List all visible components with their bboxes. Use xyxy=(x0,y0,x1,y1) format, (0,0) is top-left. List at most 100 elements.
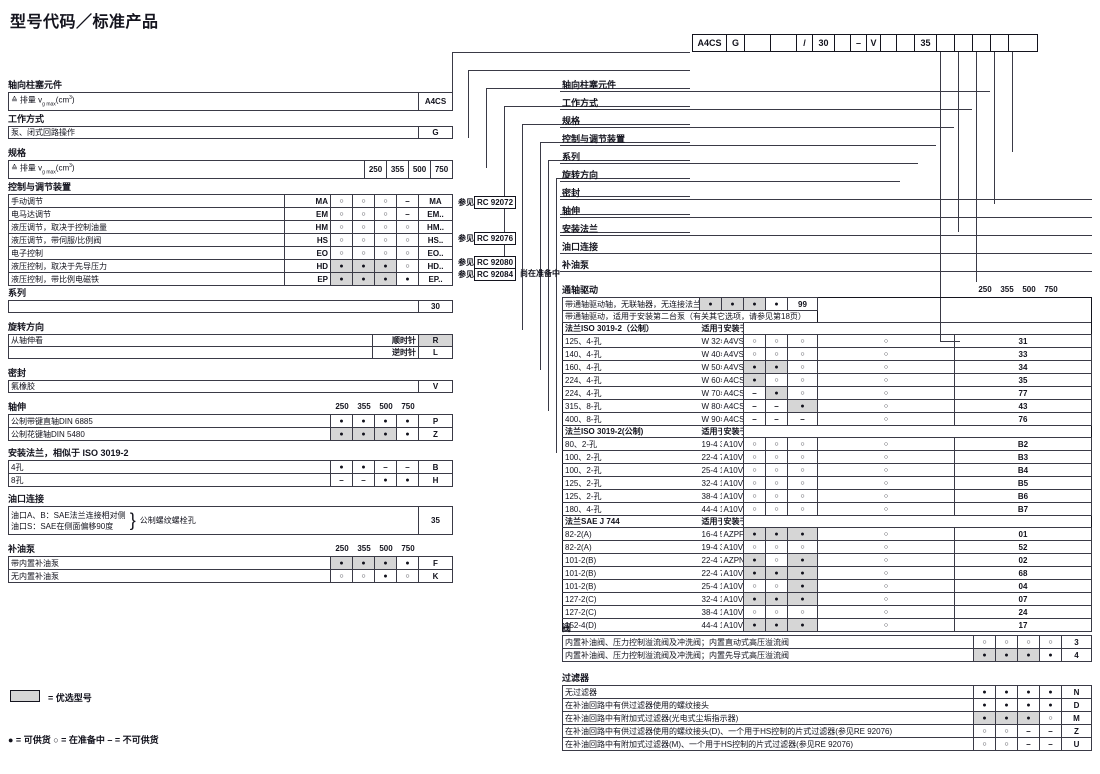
leader-line-16 xyxy=(560,196,690,197)
row-label: 氟橡胶 xyxy=(8,380,419,393)
availability-cell xyxy=(396,460,419,474)
availability-cell xyxy=(765,579,788,593)
mark-cir xyxy=(339,235,343,244)
table-row: 101-2(B)25-4 1英寸 15T(B-B)A10VO 45、PGH4 04 xyxy=(562,579,1092,593)
right-label: 轴向柱塞元件 xyxy=(562,80,617,90)
right-label-rule xyxy=(560,181,900,182)
section-table: 带内置补油泵 F 无内置补油泵 K xyxy=(8,556,453,583)
availability-cell xyxy=(765,334,788,348)
mark-cir xyxy=(800,491,804,500)
mark-dash xyxy=(800,415,804,424)
availability-cell xyxy=(743,566,766,580)
availability-cell xyxy=(765,297,788,311)
section-heading: 规格 xyxy=(8,148,27,158)
size-col-header: 250 xyxy=(335,544,349,553)
leader-line-12 xyxy=(548,160,690,161)
availability-cell xyxy=(787,618,818,632)
availability-cell xyxy=(743,437,766,451)
table-row: 125、4-孔W 32×2×30×14×9gA4VSO/H/G 40 31 xyxy=(562,334,1092,348)
availability-cell xyxy=(374,569,397,583)
row-label: 公制花键轴DIN 5480 xyxy=(8,427,331,441)
header-spacer xyxy=(743,322,1092,335)
availability-cell xyxy=(817,527,955,541)
mark-dot xyxy=(1026,687,1030,696)
availability-cell xyxy=(330,194,353,208)
row-c1: 100、2-孔 xyxy=(562,463,700,477)
mark-dash xyxy=(752,415,756,424)
mark-cir xyxy=(774,607,778,616)
mark-cir xyxy=(884,349,888,358)
mark-dot xyxy=(1048,687,1052,696)
mark-cir xyxy=(774,375,778,384)
leader-line-3 xyxy=(468,70,469,137)
mark-cir xyxy=(752,478,756,487)
row-c2: 25-4 1英寸 15T(B-B) xyxy=(699,463,722,477)
code-cell: 24 xyxy=(954,605,1092,619)
code-cell: D xyxy=(1061,698,1092,712)
code-cell: F xyxy=(418,556,453,570)
row-label: 8孔 xyxy=(8,473,331,487)
size-code: 750 xyxy=(430,159,453,180)
row-c2: W 40×2×30×18×9g xyxy=(699,347,722,361)
mark-cir xyxy=(752,336,756,345)
availability-cell xyxy=(787,566,818,580)
right-label-rule xyxy=(560,253,1092,254)
mark-dot xyxy=(405,558,409,567)
row-c1: 180、4-孔 xyxy=(562,502,700,516)
mark-dot xyxy=(774,362,778,371)
availability-cell xyxy=(352,272,375,286)
availability-cell xyxy=(817,450,955,464)
row-label: 带内置补油泵 xyxy=(8,556,331,570)
mark-cir xyxy=(884,620,888,629)
leader-line-23 xyxy=(958,52,959,232)
code-cell: B xyxy=(418,460,453,474)
availability-cell xyxy=(817,360,955,374)
leader-line-13 xyxy=(548,160,549,411)
table-row: 80、2-孔19-4 3/4英寸 11T (A-B)A10VSO 10、18 B2 xyxy=(562,437,1092,451)
code-cell-1: G xyxy=(726,34,744,52)
availability-cell xyxy=(396,259,419,273)
mark-dash xyxy=(752,389,756,398)
availability-cell xyxy=(995,648,1018,662)
availability-cell xyxy=(817,502,955,516)
availability-cell xyxy=(743,618,766,632)
code-cell-13 xyxy=(954,34,972,52)
mark-dot xyxy=(800,581,804,590)
row-c2: 32-4 11/4英寸 14T(C) xyxy=(699,592,722,606)
mark-dot xyxy=(383,571,387,580)
leader-line-18 xyxy=(560,232,690,233)
availability-cell xyxy=(973,698,996,712)
mark-dot xyxy=(774,299,778,308)
availability-cell xyxy=(765,618,788,632)
table-row: 140、4-孔W 40×2×30×18×9gA4VSO/H/G 71 33 xyxy=(562,347,1092,361)
row-label: 液压调节，取决于控制油量 xyxy=(8,220,285,234)
mark-cir xyxy=(884,504,888,513)
row-c3: AZPF、PGF2 xyxy=(721,527,744,541)
row-c3: 安装于 xyxy=(721,425,744,438)
mark-cir xyxy=(361,209,365,218)
row-c1: 127-2(C) xyxy=(562,592,700,606)
mark-cir xyxy=(383,235,387,244)
mark-cir xyxy=(1004,739,1008,748)
mark-cir xyxy=(800,452,804,461)
code-cell-2 xyxy=(744,34,770,52)
availability-cell xyxy=(787,463,818,477)
availability-cell xyxy=(374,246,397,260)
section-heading: 轴向柱塞元件 xyxy=(8,80,63,90)
section-table: 内置补油阀、压力控制溢流阀及冲洗阀；内置直动式高压溢流阀3内置补油阀、压力控制溢… xyxy=(562,635,1092,662)
code-cell: B6 xyxy=(954,489,1092,503)
code-cell: MA xyxy=(418,194,453,208)
mark-dot xyxy=(774,594,778,603)
table-row: 4孔 B xyxy=(8,460,453,474)
availability-cell xyxy=(787,360,818,374)
row-c1: 法兰ISO 3019-2（公制） xyxy=(562,322,700,335)
table-row: 氟橡胶 V xyxy=(8,380,453,393)
row-mid-code: 顺时针 xyxy=(372,334,419,347)
mark-cir xyxy=(752,504,756,513)
availability-cell xyxy=(396,414,419,428)
code-cell: A4CS xyxy=(418,91,453,112)
row-mid-code: HS xyxy=(284,233,331,247)
